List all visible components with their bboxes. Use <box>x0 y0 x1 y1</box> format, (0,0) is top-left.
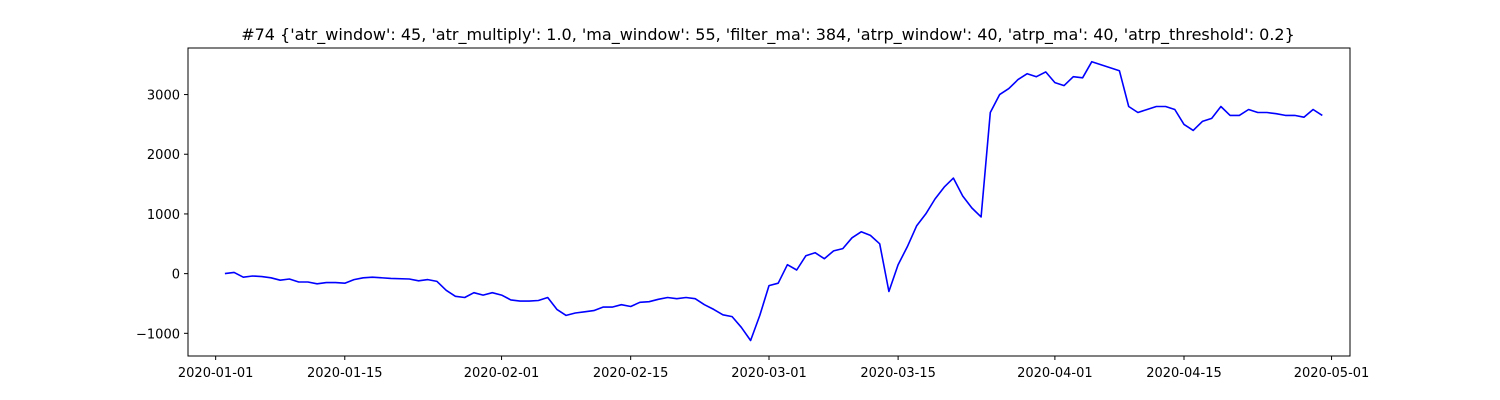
x-tick-label-0: 2020-01-01 <box>178 366 254 381</box>
x-tick-label-4: 2020-03-01 <box>731 366 807 381</box>
y-tick-label-3: 2000 <box>147 148 180 163</box>
axes-frame <box>187 47 1351 357</box>
x-tick-label-7: 2020-04-15 <box>1146 366 1222 381</box>
plot-area <box>224 60 1323 342</box>
x-tick-label-3: 2020-02-15 <box>593 366 669 381</box>
y-axis: −1000 0 1000 2000 3000 <box>136 89 188 342</box>
y-tick-label-2: 1000 <box>147 208 180 223</box>
series-line-0 <box>224 60 1323 342</box>
x-axis: 2020-01-01 2020-01-15 2020-02-01 2020-02-15… <box>178 356 1369 381</box>
y-tick-label-0: −1000 <box>136 327 180 342</box>
x-tick-label-2: 2020-02-01 <box>464 366 540 381</box>
x-tick-label-6: 2020-04-01 <box>1017 366 1093 381</box>
chart-title: #74 {'atr_window': 45, 'atr_multiply': 1… <box>241 25 1295 45</box>
x-tick-label-5: 2020-03-15 <box>860 366 936 381</box>
y-tick-label-4: 3000 <box>147 89 180 104</box>
y-tick-label-1: 0 <box>172 268 180 283</box>
x-tick-label-8: 2020-05-01 <box>1294 366 1370 381</box>
x-tick-label-1: 2020-01-15 <box>307 366 383 381</box>
